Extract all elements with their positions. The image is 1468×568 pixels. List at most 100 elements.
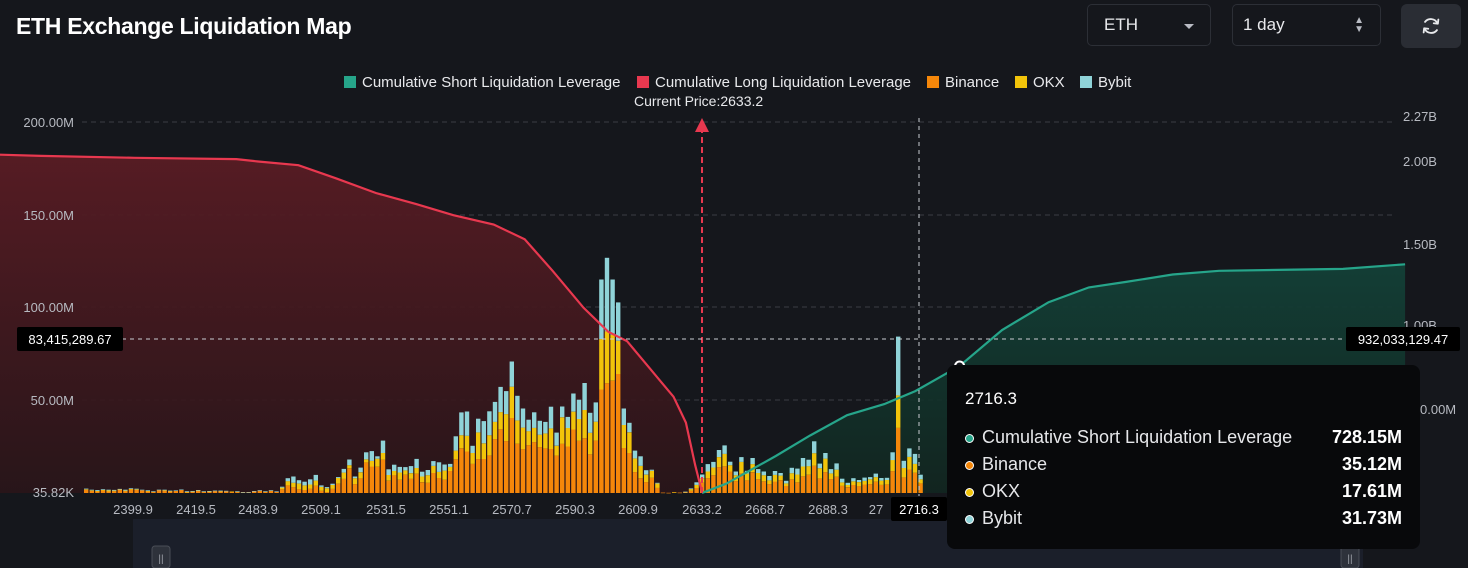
bar-bybit: [481, 421, 486, 444]
bar-binance: [840, 486, 845, 493]
bar-bybit: [806, 459, 811, 467]
bar-binance: [890, 471, 895, 493]
bar-binance: [347, 468, 352, 493]
bar-binance: [336, 483, 341, 493]
bar-binance: [722, 466, 727, 493]
bar-okx: [767, 480, 772, 485]
bar-binance: [806, 474, 811, 493]
bar-binance: [425, 482, 430, 493]
bar-okx: [862, 481, 867, 485]
bar-binance: [134, 489, 139, 493]
bar-bybit: [151, 491, 156, 492]
legend-item-binance[interactable]: Binance: [927, 74, 999, 91]
bar-bybit: [918, 474, 923, 480]
bar-binance: [604, 383, 610, 493]
bar-okx: [380, 453, 386, 460]
bar-bybit: [554, 432, 559, 446]
bar-okx: [834, 469, 839, 477]
bar-okx: [890, 460, 895, 472]
bar-okx: [565, 428, 570, 447]
bar-bybit: [95, 490, 100, 491]
refresh-button[interactable]: [1401, 4, 1461, 48]
bar-binance: [498, 429, 503, 493]
bar-okx: [582, 410, 587, 439]
bar-bybit: [397, 466, 402, 473]
bar-binance: [532, 442, 537, 493]
bar-bybit: [196, 490, 201, 491]
bar-okx: [879, 480, 884, 485]
bar-binance: [436, 478, 442, 493]
tooltip-row-binance: Binance 35.12M: [965, 454, 1402, 478]
bar-okx: [364, 459, 369, 463]
bar-bybit: [386, 469, 391, 475]
bar-okx: [280, 487, 285, 490]
coin-select[interactable]: ETH: [1087, 4, 1211, 46]
bar-binance: [834, 476, 839, 493]
bar-binance: [912, 472, 918, 493]
range-select[interactable]: 1 day ▲ ▼: [1232, 4, 1381, 46]
bar-bybit: [296, 480, 302, 484]
bar-binance: [800, 476, 806, 493]
bar-bybit: [156, 489, 162, 491]
legend-item-bybit[interactable]: Bybit: [1080, 74, 1132, 91]
bar-okx: [95, 491, 100, 492]
bar-okx: [436, 471, 442, 478]
bar-okx: [632, 458, 638, 473]
bar-okx: [392, 471, 397, 476]
bar-okx: [112, 490, 117, 492]
bar-okx: [851, 481, 856, 485]
bar-bybit: [739, 457, 744, 462]
y-left-tick-label: 35.82K: [33, 485, 75, 500]
legend-item-short[interactable]: Cumulative Short Liquidation Leverage: [344, 74, 621, 91]
y-right-tick-label: 0.00M: [1420, 402, 1456, 417]
bar-binance: [537, 447, 542, 493]
bar-okx: [509, 386, 514, 418]
bar-okx: [627, 432, 632, 453]
bar-okx: [616, 340, 621, 374]
x-axis: 2399.9 2419.5 2483.9 2509.1 2531.5 2551.…: [113, 502, 883, 517]
bar-bybit: [235, 491, 240, 492]
bar-okx: [341, 472, 346, 479]
bar-bybit: [240, 492, 246, 493]
bar-bybit: [588, 412, 593, 433]
bar-binance: [632, 472, 638, 493]
bar-bybit: [705, 464, 710, 472]
bar-binance: [459, 448, 464, 493]
bar-binance: [856, 486, 862, 493]
bar-okx: [285, 481, 290, 486]
y-right-tick-label: 2.00B: [1403, 154, 1437, 169]
bar-bybit: [246, 492, 251, 493]
tooltip-price: 2716.3: [965, 389, 1017, 408]
y-left-tick-label: 100.00M: [23, 300, 74, 315]
bar-bybit: [716, 450, 722, 457]
bar-bybit: [106, 489, 111, 491]
bar-binance: [296, 489, 302, 493]
bar-okx: [907, 456, 912, 470]
bar-bybit: [212, 490, 218, 492]
bar-bybit: [756, 469, 761, 473]
legend-item-long[interactable]: Cumulative Long Liquidation Leverage: [637, 74, 911, 91]
bar-okx: [308, 484, 313, 489]
bar-binance: [352, 484, 358, 493]
bar-okx: [375, 458, 380, 467]
bar-bybit: [890, 452, 895, 461]
x-tick-label: 27: [869, 502, 883, 517]
x-tick-label: 2531.5: [366, 502, 406, 517]
bar-bybit: [252, 491, 257, 492]
bar-okx: [134, 489, 139, 490]
bar-binance: [442, 479, 447, 493]
range-slider-left-handle[interactable]: [151, 545, 171, 568]
bar-bybit: [834, 463, 839, 470]
bar-binance: [364, 462, 369, 493]
grip-icon: ||: [1347, 554, 1352, 565]
binance-dot-icon: [965, 461, 974, 470]
bar-bybit: [274, 491, 279, 492]
bar-binance: [156, 489, 162, 493]
legend-item-okx[interactable]: OKX: [1015, 74, 1065, 91]
bar-okx: [123, 490, 128, 492]
bar-bybit: [632, 450, 638, 459]
bar-bybit: [313, 474, 318, 481]
legend-swatch-okx: [1015, 76, 1027, 88]
bar-bybit: [610, 279, 615, 335]
bar-okx: [593, 421, 598, 441]
